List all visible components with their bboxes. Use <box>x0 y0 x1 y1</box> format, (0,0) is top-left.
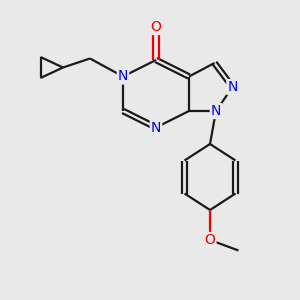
Text: N: N <box>151 121 161 134</box>
Text: N: N <box>227 80 238 94</box>
Text: O: O <box>151 20 161 34</box>
Text: N: N <box>118 70 128 83</box>
Text: O: O <box>205 233 215 247</box>
Text: N: N <box>211 104 221 118</box>
